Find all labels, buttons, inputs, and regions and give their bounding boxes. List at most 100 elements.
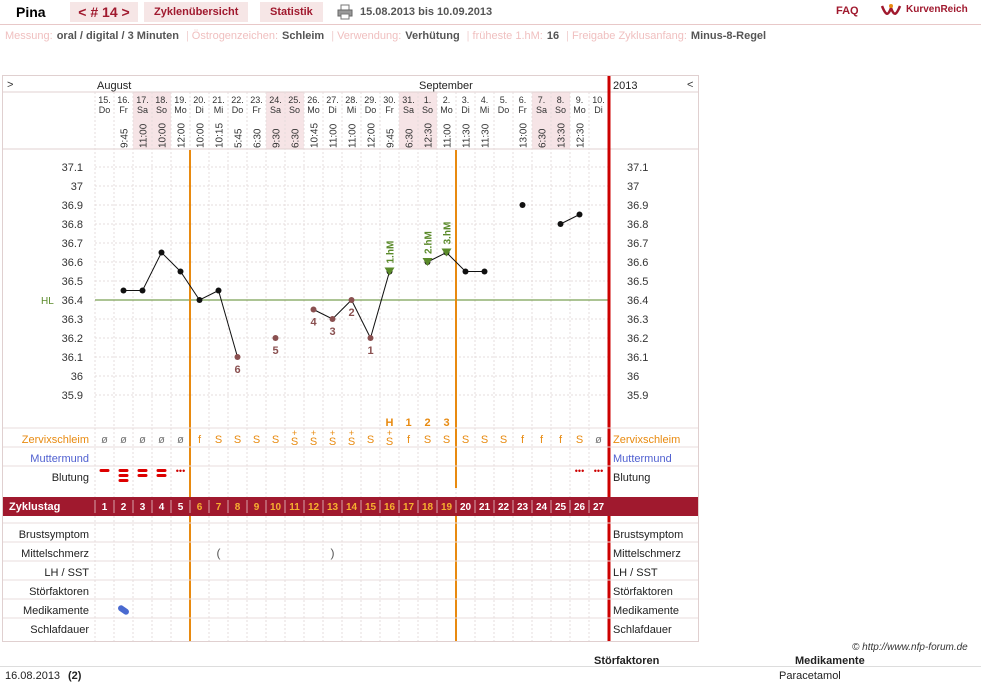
y-tick-label: 36.2 [627,333,648,345]
bleeding-spotting: ••• [176,466,185,476]
mucus-value: ø [158,434,165,446]
curve-logo-icon[interactable] [880,2,902,20]
cycle-day-number: 14 [346,502,358,513]
weekday: Do [232,105,244,115]
row-label: Mittelschmerz [613,548,681,560]
low-label: 3 [329,326,335,338]
row-label: Muttermund [613,453,672,465]
measure-time: 12:00 [177,123,188,148]
info-key: Östrogenzeichen: [191,30,279,42]
day-number: 4. [481,95,489,105]
year-label: 2013 [613,80,637,92]
row-label: Zervixschleim [22,434,89,446]
date-range: 15.08.2013 bis 10.09.2013 [360,6,493,18]
separator: | [466,30,470,42]
cycle-day-number: 26 [574,502,586,513]
tab-statistics[interactable]: Statistik [260,2,323,22]
cycle-day-number: 20 [460,502,472,513]
weekday: Mo [307,105,320,115]
info-value: Verhütung [405,30,460,42]
temp-point [139,287,146,294]
weekday: Di [195,105,204,115]
row-label: Schlafdauer [30,624,89,636]
mucus-value: S [348,436,355,448]
mucus-value: ø [120,434,127,446]
bleeding-mark [118,469,129,472]
bleeding-mark [137,474,148,477]
separator: | [331,30,335,42]
measure-time: 11:00 [329,123,340,148]
y-tick-label: 37.1 [62,162,83,174]
faq-link[interactable]: FAQ [836,5,859,17]
y-tick-label: 37 [627,181,639,193]
row-label: Medikamente [613,605,679,617]
y-tick-label: 35.9 [627,390,648,402]
brand-name[interactable]: KurvenReich [906,4,968,15]
cycle-navigator[interactable]: < # 14 > [70,2,138,22]
info-key: Verwendung: [337,30,402,42]
mucus-value: S [424,434,431,446]
entry-cycle-day: (2) [68,670,82,682]
bleeding-mark [156,474,167,477]
measure-time: 10:15 [215,123,226,148]
separator: | [185,30,189,42]
print-icon[interactable] [337,4,353,20]
y-tick-label: 35.9 [62,390,83,402]
tab-cycle-overview[interactable]: Zyklenübersicht [144,2,249,22]
credit-link[interactable]: © http://www.nfp-forum.de [852,642,968,653]
mucus-value: S [272,434,279,446]
cycle-day-number: 22 [498,502,510,513]
y-tick-label: 36.8 [62,219,83,231]
row-label: LH / SST [613,567,658,579]
bleeding-spotting: ••• [594,466,603,476]
info-key: Messung: [5,30,53,42]
measure-time: 10:45 [310,123,321,148]
weekday: Mo [573,105,586,115]
day-number: 20. [193,95,206,105]
y-tick-label: 36.4 [62,295,83,307]
cycle-day-number: 17 [403,502,415,513]
weekday: Mi [214,105,224,115]
bleeding-mark [156,469,167,472]
row-label: LH / SST [44,567,89,579]
bleeding-mark [118,479,129,482]
measure-time: 12:30 [576,123,587,148]
measure-time: 10:00 [158,123,169,148]
y-tick-label: 36.6 [62,257,83,269]
day-number: 27. [326,95,339,105]
y-tick-label: 36.7 [62,238,83,250]
info-value: Minus-8-Regel [690,30,767,42]
day-number: 1. [424,95,432,105]
peak-label: H [386,417,394,429]
y-tick-label: 37 [71,181,83,193]
mucus-value: S [481,434,488,446]
low-label: 4 [310,317,317,329]
row-label: Blutung [613,472,650,484]
mucus-plus: + [292,428,297,438]
cycle-day-number: 7 [216,502,222,513]
weekend-shade [551,92,570,149]
separator: | [566,30,569,42]
weekend-shade [266,92,285,149]
weekend-shade [133,92,152,149]
nav-next-arrow[interactable]: < [687,79,693,91]
user-name: Pina [16,4,46,20]
weekday: Fr [518,105,527,115]
entry-medication: Paracetamol [779,670,841,682]
measure-time: 11:30 [481,123,492,148]
cycle-day-number: 6 [197,502,203,513]
cycle-day-number: 10 [270,502,282,513]
cycle-day-number: 23 [517,502,529,513]
row-label: Störfaktoren [613,586,673,598]
temp-point [120,287,127,294]
measure-time: 6:30 [253,128,264,148]
nav-prev-arrow[interactable]: > [7,79,13,91]
row-label: Zervixschleim [613,434,680,446]
weekend-shade [418,92,437,149]
weekday: Di [328,105,337,115]
mucus-plus: + [311,428,316,438]
cycle-day-number: 15 [365,502,377,513]
bleeding-mark [118,474,129,477]
mucus-value: ø [139,434,146,446]
mucus-value: f [407,434,411,446]
